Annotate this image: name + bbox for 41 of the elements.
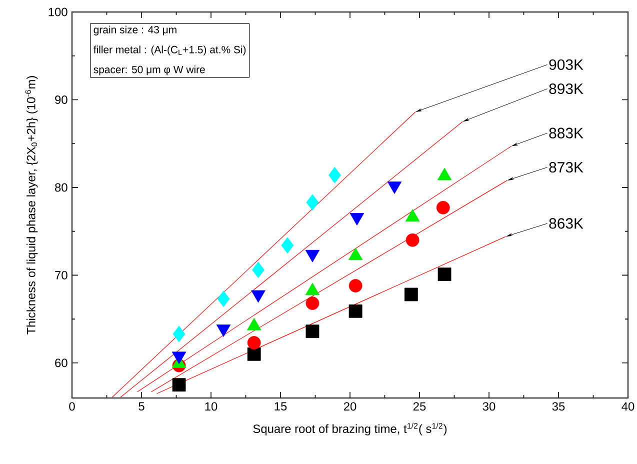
x-tick-label: 40 — [622, 402, 634, 411]
x-tick-label: 0 — [69, 402, 75, 411]
point — [404, 288, 418, 302]
point — [438, 268, 452, 282]
x-tick-label: 35 — [552, 402, 565, 411]
y-tick-label: 60 — [55, 358, 68, 368]
annotation: 873K — [549, 162, 584, 173]
point — [436, 200, 450, 214]
point — [281, 237, 294, 254]
point — [247, 347, 261, 361]
x-tick-label: 5 — [138, 402, 144, 411]
annotation: spacer: 50 μm φ W wire — [94, 66, 205, 76]
point — [172, 326, 186, 342]
point — [406, 233, 420, 247]
point — [348, 279, 362, 292]
annotation: filler metal : (Al-(C$_{L}$+1.5) at.% Si) — [94, 46, 246, 56]
x-axis-title: Square root of brazing time, t$^{1/2}$( s$^{1/2}$) — [253, 422, 447, 436]
y-tick-label: 100 — [48, 8, 68, 16]
annotation: 863K — [549, 218, 584, 229]
point — [306, 194, 319, 211]
point — [328, 166, 341, 184]
annotation: 883K — [549, 128, 584, 138]
x-tick-label: 15 — [274, 402, 287, 411]
x-tick-label: 25 — [413, 402, 426, 411]
point — [348, 304, 362, 318]
y-tick-label: 80 — [55, 183, 68, 192]
x-tick-label: 30 — [482, 402, 496, 411]
point — [217, 290, 230, 308]
point — [252, 262, 264, 278]
point — [306, 296, 320, 310]
x-tick-label: 20 — [344, 402, 356, 411]
y-axis-title: Thickness of liquid phase layer, {2X$_{0}$+2h} (10$^{-6}$m) — [25, 76, 38, 334]
y-tick-label: 90 — [55, 96, 68, 104]
point — [247, 336, 261, 350]
annotation: 893K — [549, 83, 584, 94]
point — [306, 324, 320, 338]
y-tick-label: 70 — [55, 270, 68, 280]
annotation: grain size : 43 μm — [94, 26, 176, 36]
point — [172, 378, 186, 392]
x-tick-label: 10 — [205, 402, 218, 411]
annotation: 903K — [549, 59, 584, 70]
